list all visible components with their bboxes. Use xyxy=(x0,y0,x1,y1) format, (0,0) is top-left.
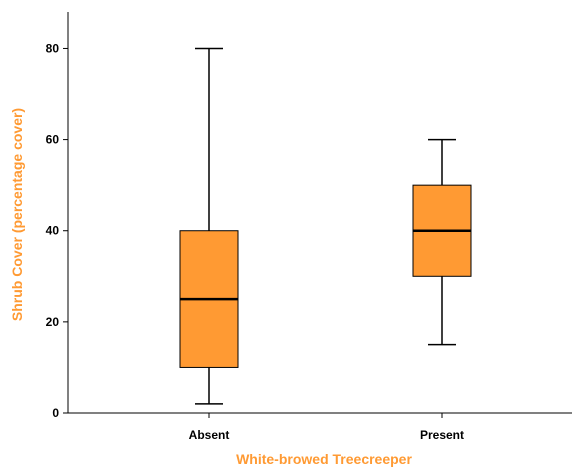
y-tick-label: 20 xyxy=(46,315,60,329)
x-tick-label: Present xyxy=(420,428,464,442)
x-ticks: Absent Present xyxy=(189,413,464,442)
x-tick-label: Absent xyxy=(189,428,230,442)
x-axis: Absent Present xyxy=(68,412,572,442)
box-present xyxy=(412,138,472,346)
y-tick-label: 0 xyxy=(52,406,59,420)
y-ticks: 0 20 40 60 80 xyxy=(46,41,68,420)
boxes xyxy=(179,47,472,405)
y-tick-label: 60 xyxy=(46,133,60,147)
y-tick-label: 80 xyxy=(46,41,60,55)
y-tick-label: 40 xyxy=(46,224,60,238)
y-axis-title: Shrub Cover (percentage cover) xyxy=(9,108,25,321)
x-axis-title: White-browed Treecreeper xyxy=(236,451,412,467)
y-axis: 0 20 40 60 80 xyxy=(46,12,69,420)
box-absent xyxy=(179,47,239,405)
